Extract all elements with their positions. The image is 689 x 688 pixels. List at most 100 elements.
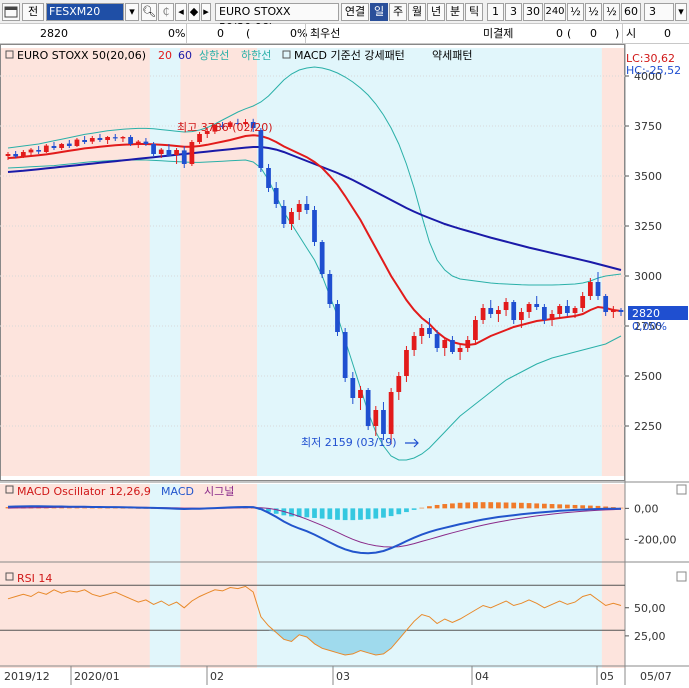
unsettled-label: 미결제 <box>483 27 514 40</box>
candle-body <box>564 306 570 313</box>
candle-body <box>66 143 72 146</box>
upper-band-line <box>7 66 622 286</box>
interval-button-1[interactable]: 1 <box>487 3 504 21</box>
unsettled-value-2: 0 <box>590 27 597 40</box>
shade-zone <box>463 484 610 570</box>
divider <box>186 24 187 44</box>
candle-body <box>51 146 57 148</box>
interval-spinner[interactable]: 3 <box>644 3 674 21</box>
tab-year[interactable]: 년 <box>427 3 445 21</box>
legend-upper-band: 상한선 <box>199 49 229 62</box>
rsi-panel-close-icon[interactable] <box>676 571 687 582</box>
macd-oscillator-bar <box>511 502 517 509</box>
price-tick-label: 3500 <box>634 170 662 183</box>
all-label-button[interactable]: 전 <box>22 3 44 21</box>
shade-zone <box>257 484 472 570</box>
candle-body <box>289 212 294 224</box>
high-annotation: 최고 3786 (02/20) <box>177 121 273 134</box>
candle-body <box>82 140 88 142</box>
symbol-code-input[interactable]: FESXM20 <box>46 3 124 21</box>
candle-body <box>327 274 333 304</box>
macd-oscillator-bar <box>473 502 478 509</box>
next-icon[interactable]: ▸ <box>201 3 211 21</box>
macd-legend-signal: 시그널 <box>204 485 234 498</box>
tab-week[interactable]: 주 <box>389 3 407 21</box>
chart-area[interactable]: 2250 2500 2750 3000 3250 3500 3750 4000 0,00 -200… <box>0 44 689 685</box>
tab-day[interactable]: 일 <box>370 3 388 21</box>
macd-oscillator-bar <box>250 508 256 509</box>
interval-button-3[interactable]: 3 <box>505 3 522 21</box>
macd-checkbox-icon[interactable] <box>5 485 14 494</box>
continuous-button[interactable]: 연결 <box>341 3 369 21</box>
unsettled-value: 0 <box>556 27 563 40</box>
macd-oscillator-bar <box>373 508 379 519</box>
legend-checkbox-icon[interactable] <box>282 50 291 59</box>
prev-icon[interactable]: ◂ <box>175 3 187 21</box>
current-price: 2820 <box>40 27 68 40</box>
tab-minute[interactable]: 분 <box>446 3 464 21</box>
macd-oscillator-bar <box>59 507 65 509</box>
interval-button-half-1[interactable]: ½ <box>567 3 584 21</box>
candle-body <box>358 390 363 398</box>
macd-oscillator-bar <box>603 506 609 509</box>
dropdown-arrow-icon[interactable]: ▾ <box>125 3 139 21</box>
candle-body <box>273 188 279 204</box>
rsi-title: RSI 14 <box>17 572 52 585</box>
macd-oscillator-bar <box>120 508 126 509</box>
macd-oscillator-bar <box>419 507 425 509</box>
speaker-icon[interactable]: ◆ <box>188 3 200 21</box>
macd-oscillator-bar <box>289 508 294 517</box>
window-icon[interactable] <box>2 3 20 21</box>
spinner-arrow-icon[interactable]: ▾ <box>675 3 687 21</box>
low-annotation: 최저 2159 (03/19) <box>301 436 397 449</box>
legend-checkbox-icon[interactable] <box>5 50 14 59</box>
candle-body <box>166 150 172 156</box>
chart-svg[interactable]: 2250 2500 2750 3000 3250 3500 3750 4000 0,00 -200… <box>0 44 689 685</box>
macd-oscillator-bar <box>97 507 103 509</box>
volume-open-paren: ( <box>246 27 251 40</box>
candle-body <box>519 312 524 320</box>
search-icon[interactable]: 🔍︎ <box>141 3 157 21</box>
instrument-name-field[interactable]: EURO STOXX 50(20.06) <box>215 3 339 34</box>
macd-panel-close-icon[interactable] <box>676 484 687 495</box>
interval-button-30[interactable]: 30 <box>523 3 543 21</box>
volume-value: 0 <box>217 27 224 40</box>
candle-body <box>5 154 11 156</box>
candle-body <box>243 122 248 124</box>
shade-zone <box>180 484 265 570</box>
rsi-checkbox-icon[interactable] <box>5 572 14 581</box>
candle-body <box>603 296 609 312</box>
interval-button-60[interactable]: 60 <box>621 3 641 21</box>
candle-body <box>373 410 379 426</box>
rsi-tick-label: 25,00 <box>634 630 666 643</box>
candle-body <box>143 141 149 144</box>
currency-icon[interactable]: ₵ <box>158 3 174 21</box>
macd-oscillator-bar <box>365 508 371 520</box>
candle-body <box>549 314 555 320</box>
tab-month[interactable]: 월 <box>408 3 426 21</box>
shade-zone <box>601 48 625 476</box>
interval-button-240[interactable]: 240 <box>544 3 566 21</box>
candle-body <box>526 304 532 312</box>
macd-oscillator-bar <box>595 505 601 509</box>
interval-button-half-3[interactable]: ½ <box>603 3 620 21</box>
macd-oscillator-bar <box>273 508 279 514</box>
shade-zone <box>0 48 158 476</box>
candle-body <box>220 125 225 127</box>
date-tick-label: 2019/12 <box>4 670 50 683</box>
shade-zone <box>0 564 158 668</box>
toolbar: 전 FESXM20 ▾ 🔍︎ ₵ ◂ ◆ ▸ EURO STOXX 50(20.… <box>0 0 689 34</box>
lc-value: LC:30,62 <box>626 52 675 65</box>
macd-oscillator-bar <box>519 502 524 509</box>
macd-oscillator-bar <box>105 507 110 509</box>
candle-body <box>404 350 409 376</box>
candle-body <box>181 150 187 164</box>
macd-oscillator-bar <box>396 508 402 515</box>
tab-tick[interactable]: 틱 <box>465 3 483 21</box>
shade-zone <box>257 48 472 476</box>
candle-body <box>557 306 563 314</box>
interval-button-half-2[interactable]: ½ <box>585 3 602 21</box>
candle-body <box>335 304 340 332</box>
macd-oscillator-bar <box>82 507 88 509</box>
macd-oscillator-bar <box>404 508 409 513</box>
